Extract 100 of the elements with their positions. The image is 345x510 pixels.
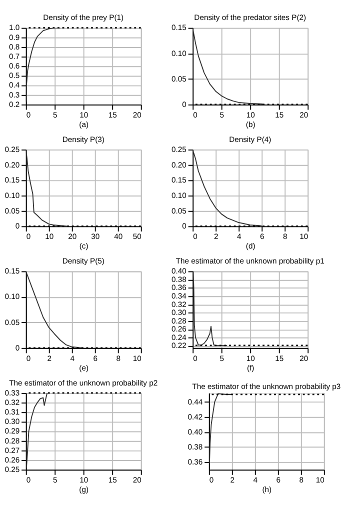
y-tick-label: 0.25 [171, 144, 186, 154]
y-tick-label: 0.38 [171, 274, 186, 284]
x-tick-label: 6 [276, 476, 281, 485]
y-tick-label: 0.44 [188, 397, 204, 406]
y-tick-label: 0.36 [171, 283, 186, 292]
y-tick-label: 0.10 [4, 292, 20, 302]
y-tick-label: 0.32 [4, 398, 20, 407]
y-tick-label: 0.26 [4, 455, 20, 464]
y-tick-label: 0.29 [4, 426, 20, 436]
y-tick-label: 0.20 [171, 160, 186, 170]
y-tick-label: 0.05 [171, 74, 186, 84]
x-tick-label: 2 [47, 354, 52, 363]
y-tick-label: 0.40 [188, 427, 203, 436]
x-tick-label: 50 [132, 232, 142, 242]
x-axis-title: (d) [246, 242, 256, 251]
y-tick-label: 0.10 [4, 190, 20, 200]
x-axis-title: (e) [79, 363, 89, 372]
y-tick-label: 0.15 [171, 176, 186, 185]
y-tick-label: 0.30 [171, 308, 186, 318]
x-tick-label: 5 [220, 354, 224, 363]
y-tick-label: 0.15 [4, 266, 20, 276]
y-tick-label: 0.05 [4, 206, 20, 216]
x-tick-label: 2 [214, 232, 218, 242]
y-tick-label: 0 [15, 343, 20, 352]
x-tick-label: 2 [230, 476, 235, 485]
y-tick-label: 0.28 [171, 316, 186, 326]
y-tick-label: 0 [182, 100, 186, 109]
y-tick-label: 0.15 [171, 23, 186, 32]
x-tick-label: 5 [52, 476, 58, 485]
x-tick-label: 0 [26, 354, 31, 363]
x-tick-label: 10 [246, 110, 255, 120]
x-tick-label: 20 [132, 476, 142, 485]
y-tick-label: 0.26 [171, 324, 186, 334]
x-axis-title: (a) [79, 120, 89, 130]
y-tick-label: 0.31 [4, 408, 20, 417]
x-axis-title: (c) [79, 242, 89, 251]
x-tick-label: 0 [26, 232, 31, 242]
y-tick-label: 0.2 [8, 100, 20, 109]
x-tick-label: 4 [236, 232, 242, 242]
y-tick-label: 0.34 [171, 292, 188, 301]
y-tick-label: 0.22 [171, 341, 186, 350]
x-tick-label: 10 [45, 232, 54, 242]
chart-title: The estimator of the unknown probability p3 [192, 382, 341, 392]
x-tick-label: 10 [80, 110, 88, 120]
x-tick-label: 0 [26, 110, 31, 120]
chart-title: Density of the predator sites P(2) [194, 13, 307, 22]
x-tick-label: 15 [275, 110, 284, 120]
x-tick-label: 5 [52, 110, 58, 120]
y-tick-label: 0.30 [4, 417, 20, 426]
x-tick-label: 0 [26, 476, 31, 485]
x-tick-label: 30 [91, 232, 100, 242]
x-axis-title: (b) [246, 120, 256, 130]
x-tick-label: 20 [68, 232, 77, 242]
y-tick-label: 0.05 [4, 318, 20, 327]
y-tick-label: 0.32 [171, 300, 186, 309]
x-tick-label: 15 [108, 476, 117, 485]
x-tick-label: 6 [93, 354, 98, 363]
y-tick-label: 0.24 [171, 332, 188, 342]
chart-title: The estimator of the unknown probability p2 [9, 378, 158, 388]
y-tick-label: 1.0 [8, 23, 20, 32]
y-tick-label: 0.28 [4, 436, 20, 446]
x-tick-label: 10 [132, 354, 142, 363]
y-tick-label: 0 [182, 222, 186, 231]
chart-title: Density P(4) [229, 134, 272, 144]
y-tick-label: 0.27 [4, 446, 20, 455]
x-tick-label: 10 [80, 476, 88, 485]
x-tick-label: 20 [300, 110, 308, 120]
chart-title: The estimator of the unknown probability p1 [176, 256, 324, 266]
x-tick-label: 5 [220, 110, 224, 120]
y-tick-label: 0.38 [188, 442, 203, 452]
x-tick-label: 8 [299, 476, 304, 485]
x-tick-label: 20 [300, 354, 308, 363]
x-tick-label: 0 [209, 476, 214, 485]
y-tick-label: 0.25 [4, 144, 20, 154]
chart-title: Density P(3) [62, 134, 105, 144]
y-tick-label: 0.8 [8, 42, 20, 52]
x-tick-label: 4 [70, 354, 76, 363]
chart-title: Density P(5) [62, 256, 105, 266]
x-tick-label: 40 [114, 232, 123, 242]
y-tick-label: 0 [15, 222, 20, 231]
y-tick-label: 0.9 [8, 32, 20, 42]
y-tick-label: 0.42 [188, 412, 203, 422]
x-tick-label: 15 [108, 110, 117, 120]
y-tick-label: 0.10 [171, 190, 186, 200]
y-tick-label: 0.3 [8, 90, 20, 100]
x-tick-label: 10 [300, 232, 308, 242]
y-tick-label: 0.20 [4, 160, 20, 170]
x-axis-title: (h) [262, 485, 272, 494]
y-tick-label: 0.05 [171, 206, 186, 216]
x-tick-label: 10 [316, 476, 324, 485]
x-tick-label: 20 [132, 110, 142, 120]
y-tick-label: 0.15 [4, 176, 20, 185]
y-tick-label: 0.10 [171, 48, 186, 58]
y-tick-label: 0.40 [171, 266, 186, 276]
x-tick-label: 15 [275, 354, 284, 363]
y-tick-label: 0.7 [8, 52, 20, 61]
x-tick-label: 10 [246, 354, 255, 363]
y-tick-label: 0.5 [8, 71, 20, 80]
x-tick-label: 4 [253, 476, 258, 485]
chart-title: Density of the prey P(1) [43, 13, 124, 22]
